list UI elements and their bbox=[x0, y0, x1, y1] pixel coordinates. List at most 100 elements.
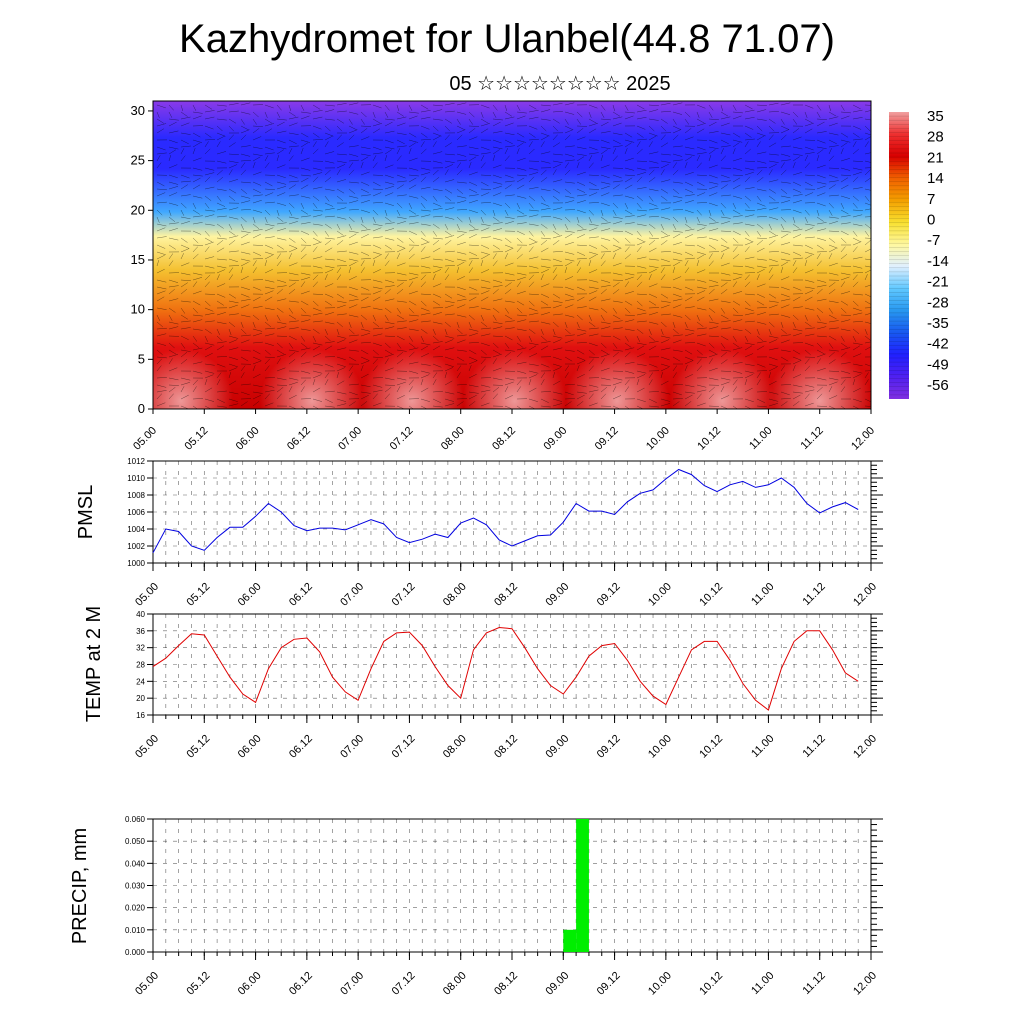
wind-barb bbox=[384, 228, 395, 232]
wind-barb bbox=[864, 141, 869, 148]
wind-barb bbox=[528, 109, 539, 113]
wind-barb bbox=[564, 383, 575, 386]
wind-barb bbox=[864, 202, 871, 206]
wind-barb bbox=[624, 319, 635, 323]
wind-barb bbox=[240, 118, 245, 125]
wind-barb bbox=[468, 365, 472, 372]
wind-barb bbox=[672, 159, 683, 162]
wind-barb bbox=[480, 333, 491, 337]
wind-barb bbox=[240, 200, 251, 204]
wind-barb bbox=[348, 209, 359, 211]
wind-barb bbox=[864, 363, 871, 367]
wind-barb bbox=[612, 282, 620, 288]
wind-barb bbox=[456, 314, 467, 318]
wind-barb bbox=[684, 251, 694, 256]
wind-barb bbox=[168, 387, 176, 393]
wind-barb bbox=[204, 328, 212, 334]
wind-barb bbox=[672, 304, 682, 309]
wind-barb bbox=[348, 216, 355, 223]
wind-barb bbox=[444, 304, 454, 309]
wind-barb bbox=[300, 290, 310, 295]
wind-barb bbox=[528, 125, 538, 130]
wind-barb bbox=[360, 111, 367, 118]
wind-barb bbox=[216, 363, 226, 368]
wind-barb bbox=[588, 307, 599, 311]
wind-barb bbox=[372, 123, 383, 127]
wind-barb bbox=[384, 288, 391, 295]
wind-barb bbox=[456, 356, 465, 362]
wind-barb bbox=[624, 184, 633, 190]
wind-barb bbox=[336, 372, 339, 379]
wind-barb bbox=[252, 260, 257, 267]
wind-barb bbox=[204, 214, 215, 218]
wind-barb bbox=[660, 313, 671, 316]
wind-barb bbox=[648, 300, 657, 306]
wind-barb bbox=[552, 195, 560, 201]
wind-barb bbox=[816, 192, 826, 197]
wind-barb bbox=[588, 290, 598, 295]
wind-barb bbox=[672, 129, 682, 134]
wind-barb bbox=[696, 202, 708, 204]
wind-barb bbox=[408, 132, 417, 138]
wind-barb bbox=[384, 104, 390, 111]
warm-blob bbox=[360, 349, 464, 409]
wind-barb bbox=[420, 214, 431, 218]
wind-barb bbox=[360, 391, 371, 394]
x-tick-label: 09.00 bbox=[543, 970, 571, 998]
wind-barb bbox=[684, 171, 694, 176]
wind-barb bbox=[588, 356, 600, 358]
wind-barb bbox=[660, 142, 669, 148]
wind-barb bbox=[396, 209, 401, 216]
wind-barb bbox=[708, 146, 719, 150]
wind-barb bbox=[468, 181, 478, 186]
wind-barb bbox=[624, 132, 633, 138]
wind-barb bbox=[312, 363, 323, 366]
wind-barb bbox=[240, 129, 250, 134]
wind-barb bbox=[528, 312, 539, 316]
wind-barb bbox=[576, 394, 585, 400]
wind-barb bbox=[468, 314, 475, 321]
wind-barb bbox=[504, 194, 515, 197]
wind-barb bbox=[516, 307, 523, 314]
wind-barb bbox=[240, 349, 251, 352]
wind-barb bbox=[504, 180, 515, 183]
wind-barb bbox=[312, 230, 318, 237]
wind-barb bbox=[696, 146, 706, 151]
wind-barb bbox=[372, 314, 376, 321]
wind-barb bbox=[240, 251, 251, 255]
warm-blob bbox=[670, 349, 775, 409]
wind-barb bbox=[576, 153, 587, 156]
wind-barb bbox=[180, 180, 191, 183]
wind-barb bbox=[696, 162, 702, 169]
wind-barb bbox=[588, 111, 592, 118]
wind-barb bbox=[708, 149, 716, 155]
wind-barb bbox=[228, 134, 234, 141]
wind-barb bbox=[744, 265, 755, 269]
wind-barb bbox=[276, 209, 280, 216]
wind-barb bbox=[324, 208, 335, 211]
wind-barb bbox=[216, 398, 225, 403]
wind-barb bbox=[396, 395, 405, 400]
wind-barb bbox=[180, 155, 186, 162]
wind-barb bbox=[564, 195, 575, 199]
wind-barb bbox=[660, 274, 666, 281]
wind-barb bbox=[192, 379, 199, 386]
wind-barb bbox=[396, 132, 407, 135]
wind-barb bbox=[324, 125, 331, 132]
wind-barb bbox=[744, 214, 755, 218]
wind-barb bbox=[828, 282, 836, 288]
wind-barb bbox=[288, 104, 292, 111]
wind-barb bbox=[156, 209, 163, 216]
wind-barb bbox=[492, 202, 502, 207]
wind-barb bbox=[228, 265, 240, 267]
wind-barb bbox=[336, 164, 346, 169]
wind-barb bbox=[852, 241, 862, 246]
wind-barb bbox=[576, 349, 585, 355]
wind-barb bbox=[828, 148, 832, 155]
wind-barb bbox=[660, 118, 668, 124]
wind-barb bbox=[228, 179, 239, 183]
wind-barb bbox=[432, 169, 439, 176]
wind-barb bbox=[396, 202, 403, 209]
wind-barb bbox=[612, 155, 618, 162]
wind-barb bbox=[396, 194, 407, 197]
